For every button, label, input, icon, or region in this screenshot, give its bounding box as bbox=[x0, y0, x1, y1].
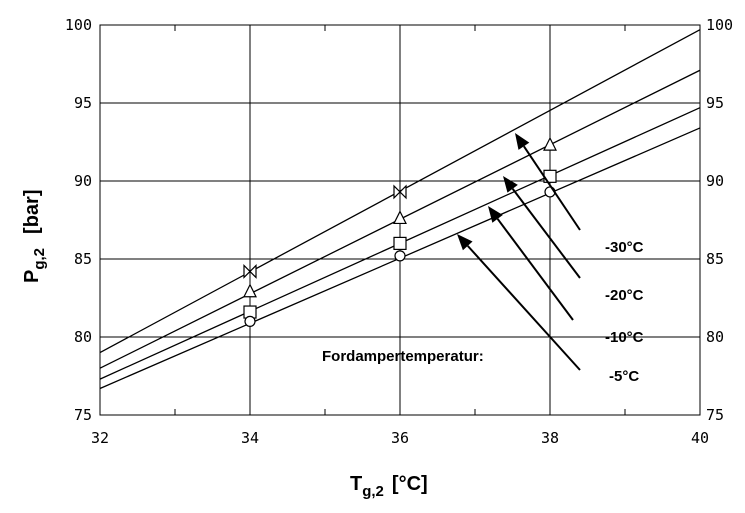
y-tick-label-left: 80 bbox=[74, 328, 92, 346]
triangle-marker bbox=[544, 138, 556, 150]
y-tick-label-right: 100 bbox=[706, 16, 733, 34]
annotation-arrow-head bbox=[488, 206, 503, 223]
y-tick-label-left: 90 bbox=[74, 172, 92, 190]
annotation-arrow-line bbox=[498, 219, 573, 320]
y-tick-label-left: 75 bbox=[74, 406, 92, 424]
y-axis-label-main: P bbox=[21, 270, 43, 283]
svg-text:Pg,2[bar]: Pg,2 [bar] bbox=[21, 190, 48, 283]
y-tick-label-left: 85 bbox=[74, 250, 92, 268]
y-tick-label-right: 75 bbox=[706, 406, 724, 424]
x-tick-label: 38 bbox=[541, 429, 559, 447]
annotation-arrow-line bbox=[524, 146, 580, 230]
triangle-marker bbox=[244, 285, 256, 297]
y-tick-label-right: 90 bbox=[706, 172, 724, 190]
y-axis-label-sub: g,2 bbox=[31, 248, 48, 270]
series-label: -5°C bbox=[609, 368, 639, 385]
annotation-title: Fordampertemperatur: bbox=[322, 348, 484, 365]
x-tick-labels: 32 34 36 38 40 bbox=[91, 429, 709, 447]
x-tick-label: 40 bbox=[691, 429, 709, 447]
series-label: -30°C bbox=[605, 239, 644, 256]
square-marker bbox=[394, 237, 406, 249]
x-tick-label: 36 bbox=[391, 429, 409, 447]
x-tick-label: 34 bbox=[241, 429, 259, 447]
x-axis-label-unit: [°C] bbox=[392, 473, 428, 495]
y-tick-label-left: 95 bbox=[74, 94, 92, 112]
annotation-arrow-line bbox=[513, 189, 580, 278]
y-axis-label: Pg,2 [bar] bbox=[21, 190, 48, 283]
y-tick-labels-right: 75 80 85 90 95 100 bbox=[706, 16, 733, 424]
y-tick-label-right: 95 bbox=[706, 94, 724, 112]
series-labels: -30°C -20°C -10°C -5°C bbox=[605, 239, 644, 385]
y-tick-labels-left: 75 80 85 90 95 100 bbox=[65, 16, 92, 424]
x-axis-label-sub: g,2 bbox=[362, 483, 384, 500]
y-tick-label-left: 100 bbox=[65, 16, 92, 34]
y-tick-label-right: 80 bbox=[706, 328, 724, 346]
annotation-arrows bbox=[457, 133, 580, 370]
x-tick-label: 32 bbox=[91, 429, 109, 447]
annotation-arrow-head bbox=[503, 176, 518, 193]
series-label: -20°C bbox=[605, 287, 644, 304]
y-tick-label-right: 85 bbox=[706, 250, 724, 268]
x-axis-label-main: T bbox=[350, 473, 362, 495]
circle-marker bbox=[245, 316, 255, 326]
circle-marker bbox=[395, 251, 405, 261]
annotation-arrow-head bbox=[515, 133, 529, 150]
series-label: -10°C bbox=[605, 329, 644, 346]
x-axis-label: Tg,2 [°C] bbox=[350, 473, 428, 500]
y-axis-label-unit: [bar] bbox=[21, 190, 43, 234]
